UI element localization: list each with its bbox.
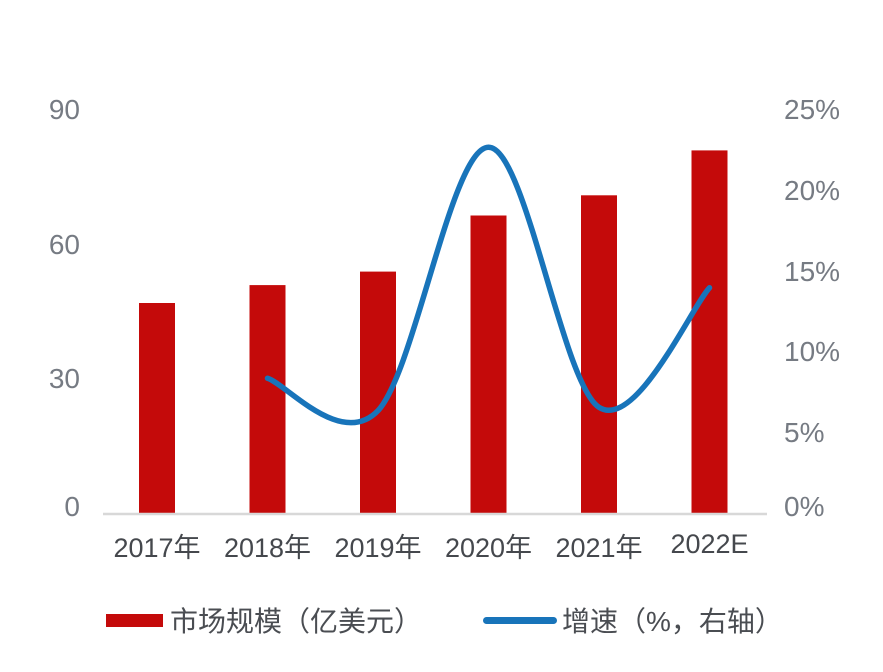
right-axis-tick-label: 5% [784, 417, 825, 449]
legend-item-growth: 增速（%，右轴） [483, 602, 783, 638]
x-axis-label-2017年: 2017年 [113, 533, 201, 563]
bar-2018年 [249, 285, 286, 514]
bar-series-swatch [106, 613, 163, 627]
right-axis-tick-label: 15% [784, 255, 841, 287]
legend-label-growth: 增速（%，右轴） [562, 606, 783, 637]
bar-2017年 [139, 303, 175, 514]
right-axis-tick-label: 20% [784, 174, 841, 206]
x-axis-label-2018年: 2018年 [223, 533, 312, 563]
x-axis-label-2019年: 2019年 [334, 533, 422, 563]
bar-2022E [691, 150, 728, 514]
bar-2020年 [470, 215, 507, 514]
left-axis-tick-label: 30 [48, 363, 80, 395]
growth-line [264, 144, 713, 426]
legend-item-market-size: 市场规模（亿美元） [106, 602, 422, 638]
line-series-swatch [483, 616, 557, 624]
x-axis-label-2020年: 2020年 [444, 533, 533, 563]
x-axis-label-2022E: 2022E [670, 529, 749, 559]
right-axis-tick-label: 25% [784, 94, 841, 125]
left-axis-tick-label: 0 [64, 491, 80, 522]
right-axis-tick-label: 10% [784, 336, 841, 368]
left-axis-tick-label: 60 [48, 228, 80, 260]
bar-2021年 [581, 195, 617, 515]
right-axis-tick-label: 0% [784, 491, 825, 522]
left-axis-tick-label: 90 [48, 94, 80, 125]
x-axis-label-2021年: 2021年 [555, 533, 643, 563]
legend-label-market-size: 市场规模（亿美元） [170, 606, 423, 637]
